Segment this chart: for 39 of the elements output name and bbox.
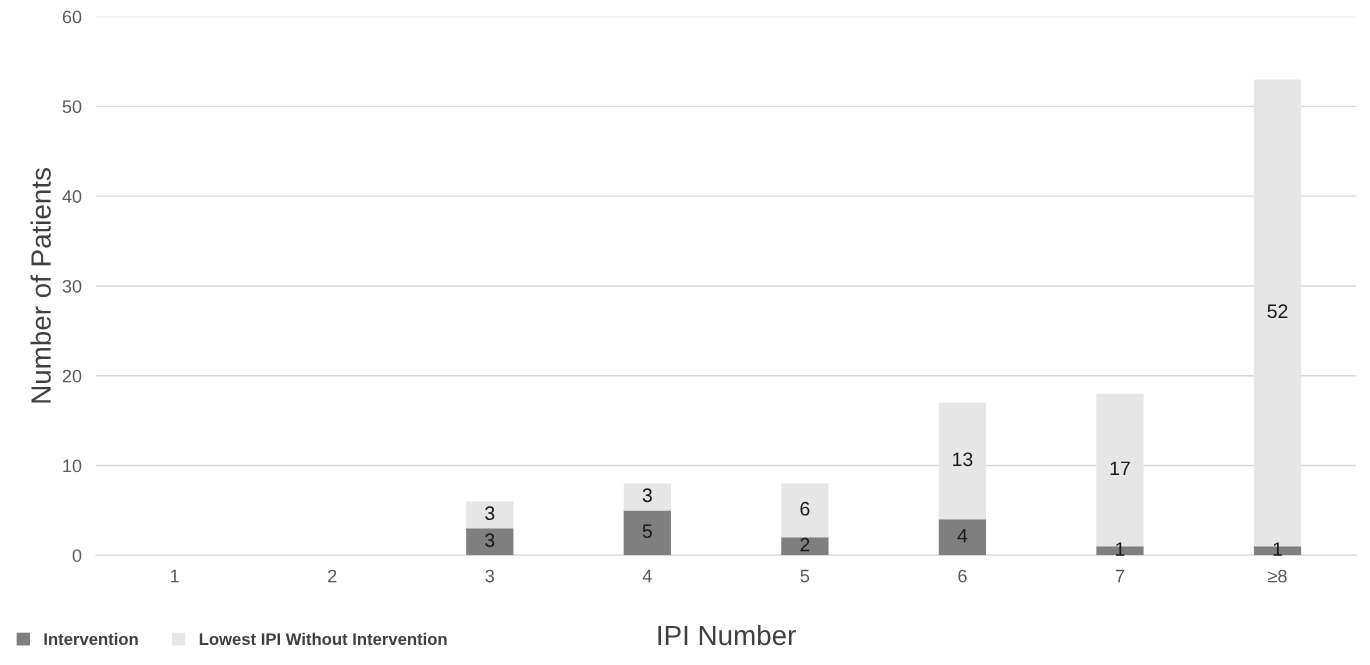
y-axis-title: Number of Patients [30, 168, 51, 403]
data-label: 52 [1267, 304, 1288, 319]
data-label: 1 [1273, 542, 1282, 556]
bar [623, 483, 671, 511]
y-tick-label: 0 [72, 549, 82, 562]
bar [781, 483, 829, 538]
bar [938, 519, 987, 556]
data-label: 2 [800, 537, 810, 552]
bar [781, 537, 829, 556]
y-tick-label: 40 [62, 190, 82, 203]
x-tick-label: 6 [958, 569, 967, 583]
bar [623, 510, 671, 556]
data-label: 4 [957, 528, 968, 543]
data-label: 17 [1110, 461, 1130, 476]
data-label: 1 [1116, 542, 1125, 556]
x-tick-label: 4 [642, 569, 652, 583]
x-tick-label: 5 [800, 569, 810, 583]
legend-label: Intervention [44, 632, 138, 646]
data-label: 13 [953, 452, 973, 467]
x-tick-label: 1 [171, 569, 179, 583]
x-axis-title: IPI Number [658, 624, 796, 646]
data-label: 3 [485, 506, 495, 521]
data-label: 3 [485, 533, 495, 548]
data-label: 6 [800, 501, 810, 516]
x-tick-label: 7 [1115, 569, 1125, 583]
data-label: 5 [642, 524, 652, 539]
x-tick-label: 3 [485, 569, 494, 583]
y-tick-label: 30 [62, 279, 82, 293]
bar [938, 402, 987, 520]
y-tick-label: 50 [62, 100, 82, 114]
legend-label: Lowest IPI Without Intervention [199, 632, 447, 646]
x-tick-label: 2 [328, 569, 337, 583]
data-label: 3 [642, 488, 652, 503]
y-tick-label: 60 [62, 10, 82, 24]
bar [466, 501, 514, 529]
y-tick-label: 20 [62, 369, 82, 383]
y-tick-label: 10 [63, 459, 82, 473]
x-tick-label: ≥8 [1268, 569, 1287, 583]
bar [466, 528, 514, 556]
